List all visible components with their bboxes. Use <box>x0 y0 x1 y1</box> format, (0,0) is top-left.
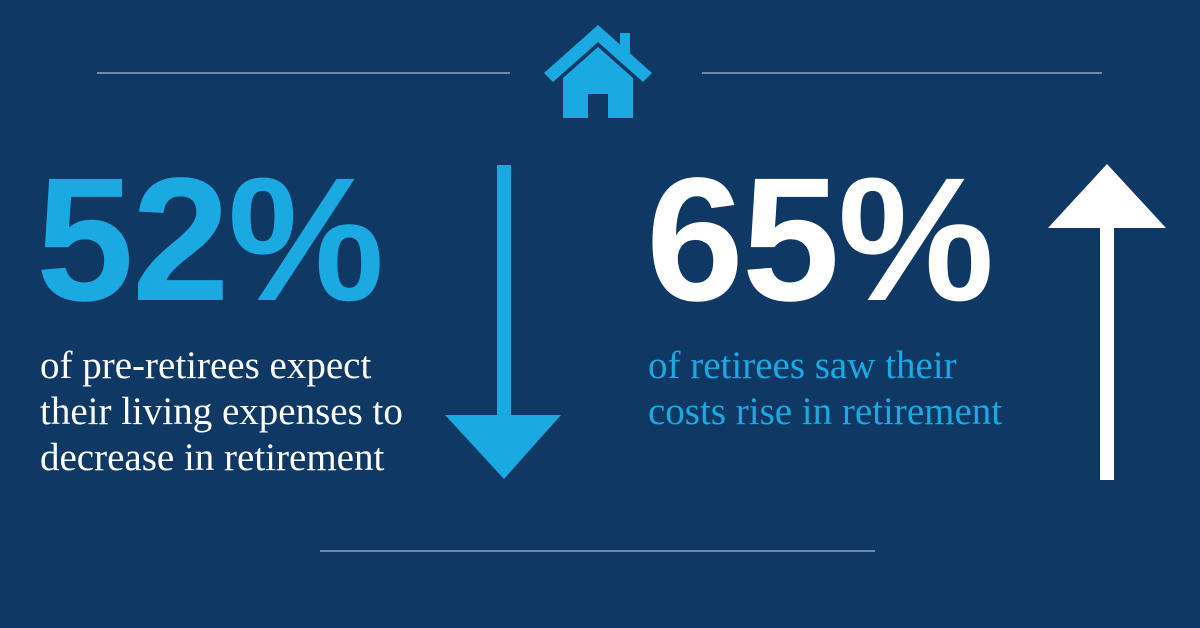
description-line: of pre-retirees expect <box>40 344 371 387</box>
stat-value: 52% <box>36 142 382 338</box>
down-arrow <box>445 165 561 479</box>
up-arrow <box>1048 164 1166 480</box>
stat-value: 65% <box>646 142 992 338</box>
description-line: decrease in retirement <box>40 436 384 479</box>
description-line: costs rise in retirement <box>648 390 1002 433</box>
house-icon <box>544 25 652 118</box>
description-line: of retirees saw their <box>648 344 957 387</box>
description-line: their living expenses to <box>40 390 403 433</box>
